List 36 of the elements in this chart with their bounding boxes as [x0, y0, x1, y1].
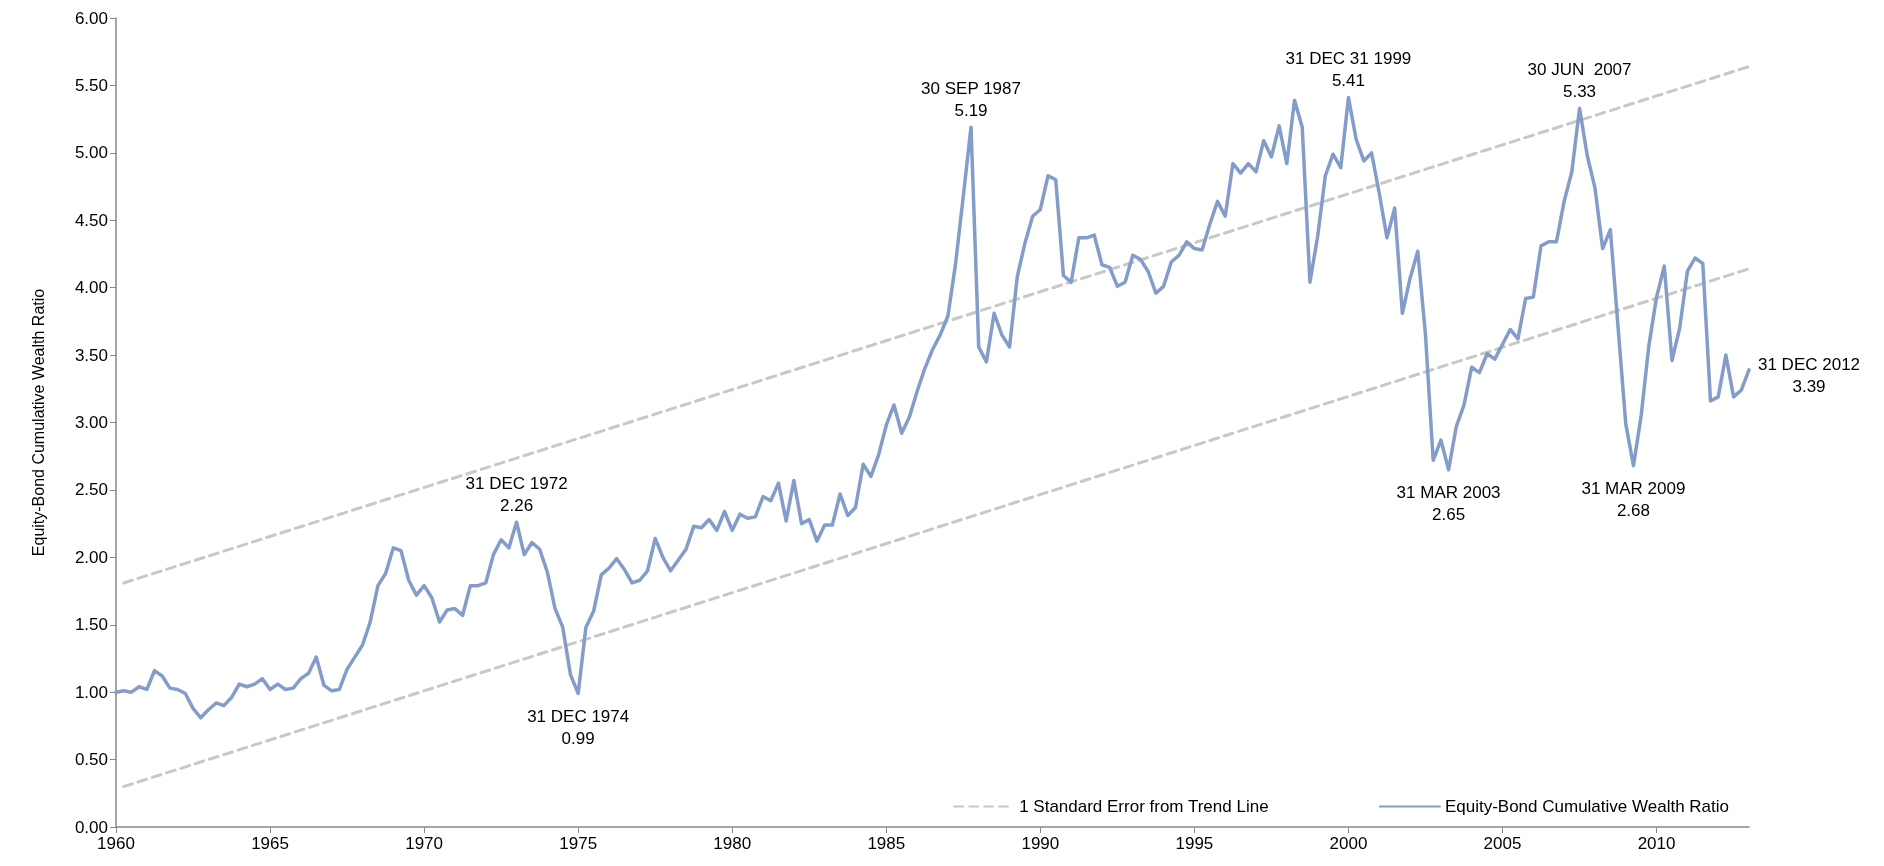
x-tick-label: 2000 — [1329, 834, 1368, 853]
annotation: 31 MAR 2009 2.68 — [1581, 479, 1686, 521]
annotation: 31 DEC 1974 0.99 — [527, 707, 630, 749]
y-tick-label: 6.00 — [74, 8, 108, 28]
y-axis-title: Equity-Bond Cumulative Wealth Ratio — [29, 288, 47, 557]
y-tick-label: 5.00 — [74, 143, 108, 163]
x-tick-label: 1965 — [251, 834, 289, 853]
annotation: 30 SEP 1987 5.19 — [921, 78, 1021, 120]
y-tick-label: 1.00 — [74, 682, 108, 702]
x-tick-label: 1960 — [97, 834, 135, 853]
y-tick-label: 0.50 — [74, 750, 108, 770]
y-tick-label: 3.50 — [74, 345, 108, 365]
y-tick-label: 2.50 — [74, 480, 108, 500]
y-tick-label: 5.50 — [74, 75, 108, 95]
y-tick-label: 1.50 — [74, 615, 108, 635]
legend-label: 1 Standard Error from Trend Line — [1019, 797, 1269, 816]
x-tick-label: 1995 — [1175, 834, 1214, 853]
line-series — [114, 95, 1751, 720]
legend-label: Equity-Bond Cumulative Wealth Ratio — [1444, 797, 1730, 816]
x-tick-label: 2005 — [1483, 834, 1522, 853]
y-tick-label: 2.00 — [74, 547, 108, 567]
y-tick-label: 0.00 — [74, 817, 108, 837]
x-tick-label: 2010 — [1637, 834, 1676, 853]
y-tick-label: 3.00 — [74, 413, 108, 432]
x-tick-label: 1990 — [1021, 834, 1060, 853]
x-tick-label: 1985 — [867, 834, 906, 853]
x-tick-label: 1980 — [713, 834, 752, 853]
annotation: 30 JUN 2007 5.33 — [1527, 59, 1632, 101]
y-tick-label: 4.50 — [74, 210, 108, 230]
x-tick-label: 1970 — [405, 834, 444, 853]
y-tick-label: 4.00 — [74, 278, 108, 298]
annotation: 31 DEC 31 1999 5.41 — [1285, 49, 1412, 91]
annotation: 31 DEC 2012 3.39 — [1757, 355, 1861, 397]
annotation: 31 MAR 2003 2.65 — [1396, 483, 1501, 525]
annotation: 31 DEC 1972 2.26 — [465, 473, 568, 515]
x-tick-label: 1975 — [559, 834, 598, 853]
